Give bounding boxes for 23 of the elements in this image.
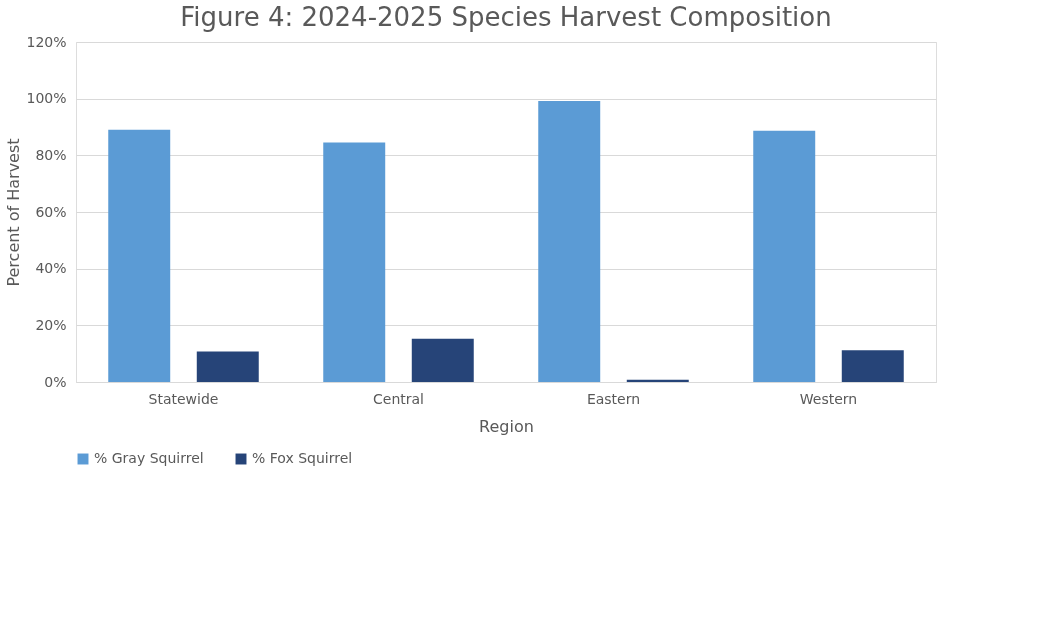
y-tick-label: 40%	[35, 260, 67, 277]
legend-label: % Gray Squirrel	[94, 450, 204, 466]
y-tick-label: 20%	[35, 316, 67, 333]
y-axis-title: Percent of Harvest	[4, 138, 24, 287]
bar	[108, 129, 171, 382]
legend-label: % Fox Squirrel	[252, 450, 353, 466]
bar	[538, 100, 601, 382]
x-tick-label: Western	[799, 390, 858, 407]
bar	[196, 351, 259, 382]
y-tick-label: 120%	[26, 33, 67, 50]
bar	[323, 142, 386, 382]
x-axis-title: Region	[479, 416, 534, 436]
bar	[841, 350, 904, 382]
bar	[753, 130, 816, 382]
y-tick-label: 60%	[35, 203, 67, 220]
y-tick-label: 80%	[35, 146, 67, 163]
x-tick-label: Statewide	[148, 390, 219, 407]
x-tick-label: Eastern	[586, 390, 641, 407]
y-tick-label: 0%	[44, 373, 67, 390]
chart-title: Figure 4: 2024-2025 Species Harvest Composition	[180, 2, 832, 32]
bar	[411, 338, 474, 382]
x-tick-label: Central	[373, 390, 424, 407]
y-tick-label: 100%	[26, 90, 67, 107]
